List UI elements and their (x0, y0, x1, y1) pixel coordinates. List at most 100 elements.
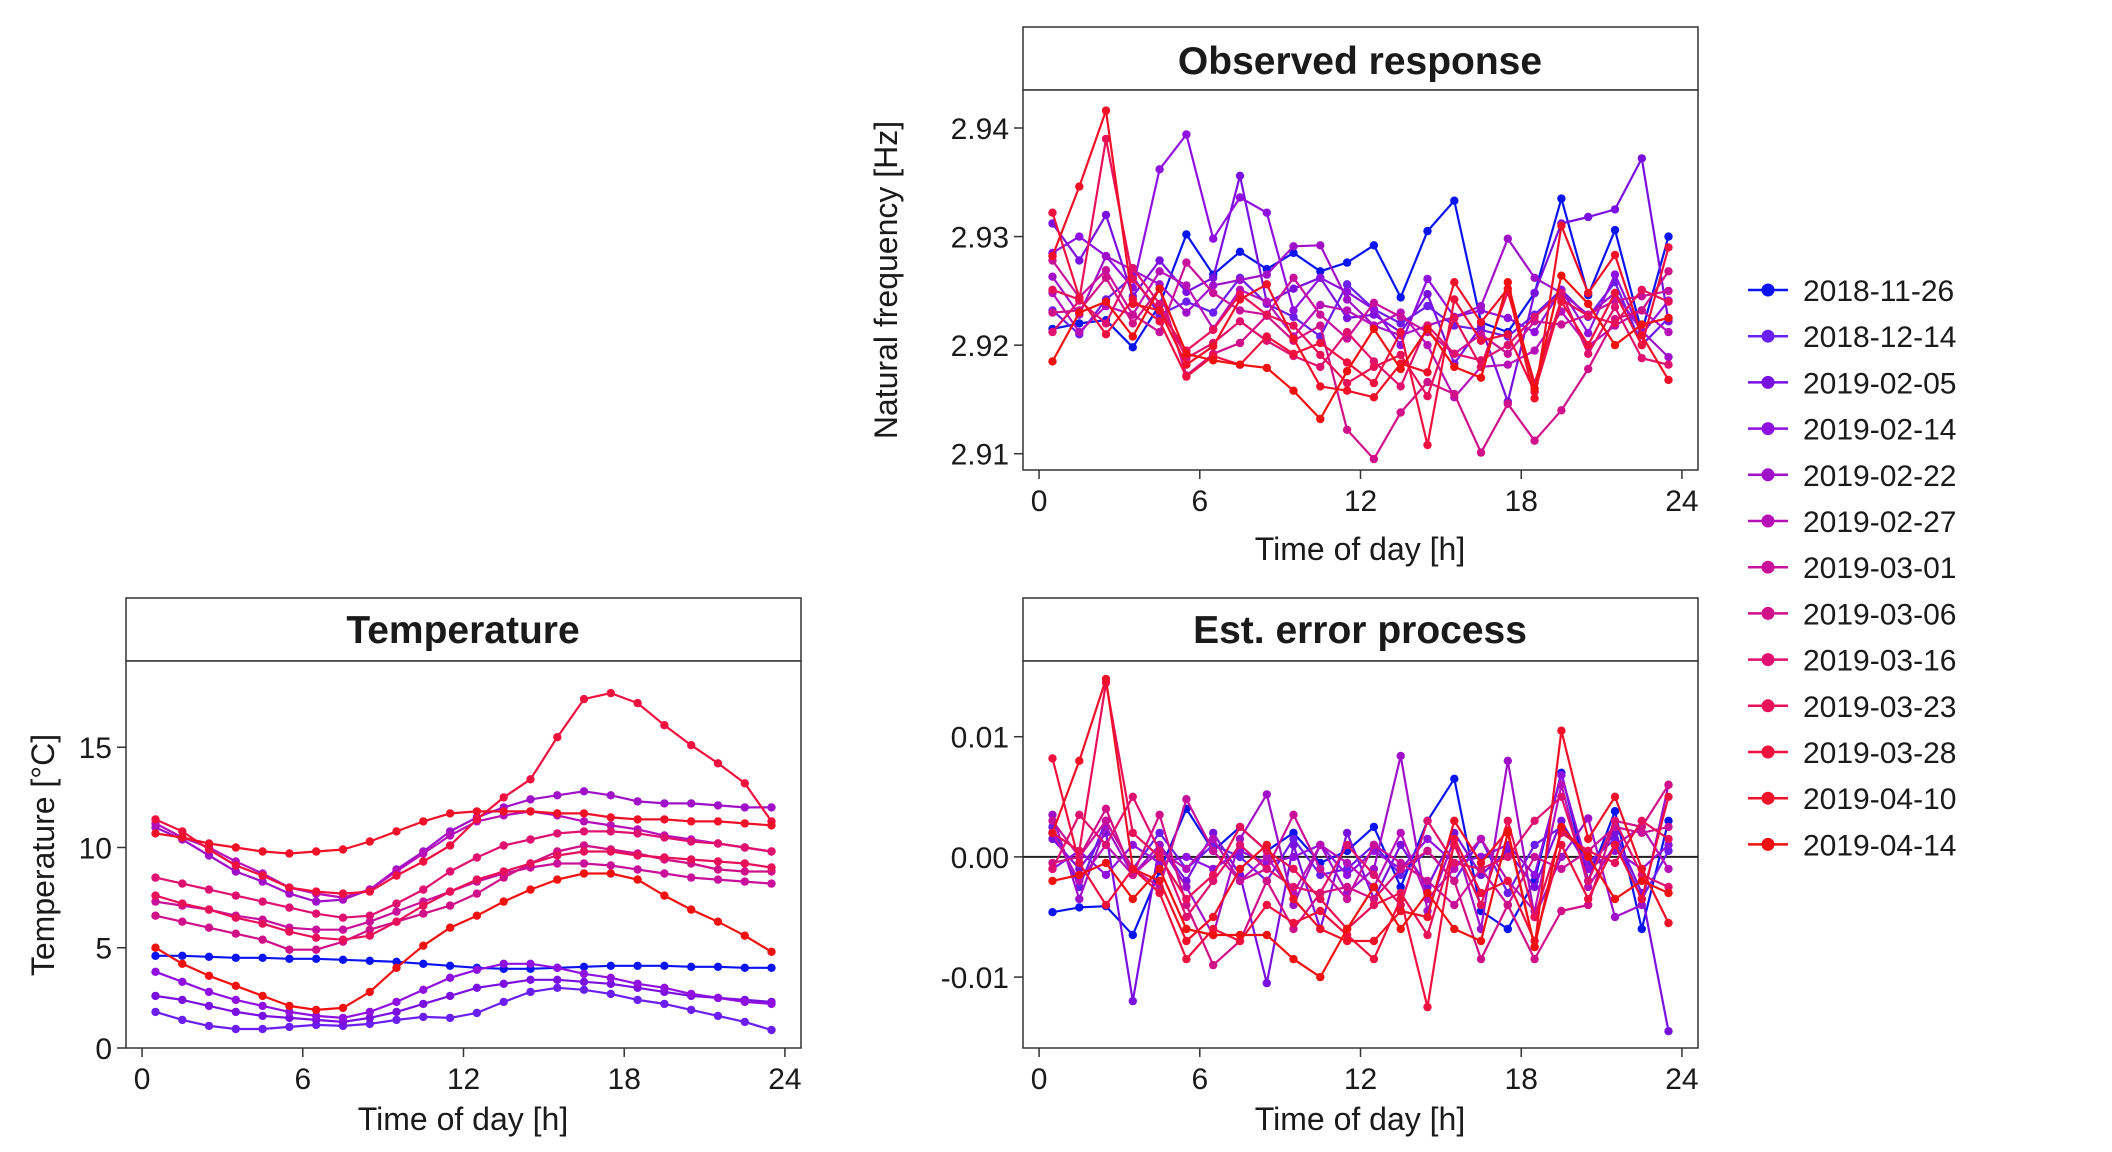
data-point (1075, 182, 1084, 191)
data-point (1664, 864, 1673, 874)
data-point (1235, 876, 1245, 886)
series-layer-error (1048, 674, 1673, 1036)
data-point (1423, 816, 1432, 825)
legend-item: 2018-12-14 (1748, 321, 1956, 354)
legend-item: 2019-04-14 (1748, 829, 1956, 862)
data-point (392, 871, 401, 880)
data-point (1423, 226, 1432, 236)
data-point (1369, 894, 1379, 904)
data-point (1610, 288, 1620, 298)
data-point (1209, 281, 1218, 290)
series-2019-03-28 (1048, 754, 1673, 1012)
data-point (178, 995, 187, 1005)
data-point (499, 997, 508, 1007)
data-point (445, 961, 455, 970)
data-point (392, 1007, 401, 1017)
data-point (1450, 196, 1459, 205)
x-axis-title-observed: Time of day [h] (1255, 531, 1465, 567)
data-point (445, 841, 455, 850)
data-point (338, 1013, 348, 1023)
data-point (1075, 756, 1084, 765)
data-point (445, 831, 455, 840)
data-point (1316, 300, 1325, 310)
data-point (1209, 308, 1218, 317)
data-point (553, 791, 562, 800)
data-point (1155, 306, 1164, 315)
data-point (740, 867, 749, 876)
data-point (1155, 828, 1164, 838)
data-point (338, 913, 348, 922)
data-point (660, 983, 669, 992)
data-point (1235, 360, 1245, 369)
series-2019-03-16 (151, 827, 776, 922)
legend-label: 2018-12-14 (1803, 321, 1956, 354)
data-point (499, 897, 508, 906)
data-point (312, 897, 321, 906)
data-point (338, 955, 348, 964)
data-point (1075, 903, 1084, 912)
data-point (1289, 242, 1298, 251)
legend-key-point (1761, 560, 1775, 574)
data-point (1316, 894, 1325, 904)
data-point (285, 889, 294, 898)
data-point (687, 817, 696, 826)
data-point (178, 833, 187, 842)
data-point (1637, 331, 1647, 340)
legend-item: 2019-03-23 (1748, 691, 1956, 724)
data-point (204, 923, 214, 932)
data-point (1610, 807, 1620, 816)
data-point (1235, 295, 1245, 304)
data-point (1209, 234, 1218, 243)
data-point (660, 721, 669, 730)
plot-area-temperature (125, 660, 802, 1049)
data-point (1664, 360, 1673, 369)
data-point (204, 885, 214, 894)
data-point (1530, 882, 1539, 892)
data-point (1503, 330, 1513, 339)
strip-error (1022, 597, 1699, 662)
data-point (1155, 284, 1164, 293)
data-point (1610, 894, 1620, 904)
legend-key-point (1761, 283, 1775, 297)
data-point (1476, 336, 1486, 345)
data-point (687, 1005, 696, 1015)
data-point (713, 817, 723, 826)
data-point (1450, 774, 1459, 783)
data-point (1182, 864, 1191, 874)
data-point (1503, 828, 1513, 838)
data-point (365, 987, 374, 997)
data-point (1557, 406, 1566, 415)
data-point (1101, 858, 1111, 868)
data-point (1637, 876, 1647, 886)
data-point (767, 847, 776, 856)
data-point (1423, 392, 1432, 401)
data-point (1342, 313, 1352, 323)
data-point (1530, 870, 1539, 880)
data-point (606, 827, 615, 836)
legend-item: 2019-03-28 (1748, 737, 1956, 770)
data-point (1396, 408, 1405, 417)
data-point (1182, 900, 1191, 910)
data-point (1209, 924, 1218, 934)
data-point (1048, 308, 1057, 317)
data-point (1530, 436, 1539, 445)
data-point (1235, 193, 1245, 202)
data-point (553, 809, 562, 818)
data-point (1101, 266, 1111, 275)
data-point (1155, 327, 1164, 337)
data-point (579, 827, 589, 836)
data-point (151, 897, 160, 906)
data-point (606, 869, 615, 878)
data-point (204, 905, 214, 914)
data-point (526, 987, 535, 997)
data-point (1610, 205, 1620, 214)
data-point (1503, 234, 1513, 243)
data-point (1450, 816, 1459, 825)
data-point (660, 999, 669, 1009)
data-point (1664, 286, 1673, 296)
data-point (1262, 852, 1272, 862)
data-point (1503, 900, 1513, 910)
data-point (1128, 894, 1138, 904)
data-point (1369, 882, 1379, 892)
data-point (258, 871, 267, 880)
